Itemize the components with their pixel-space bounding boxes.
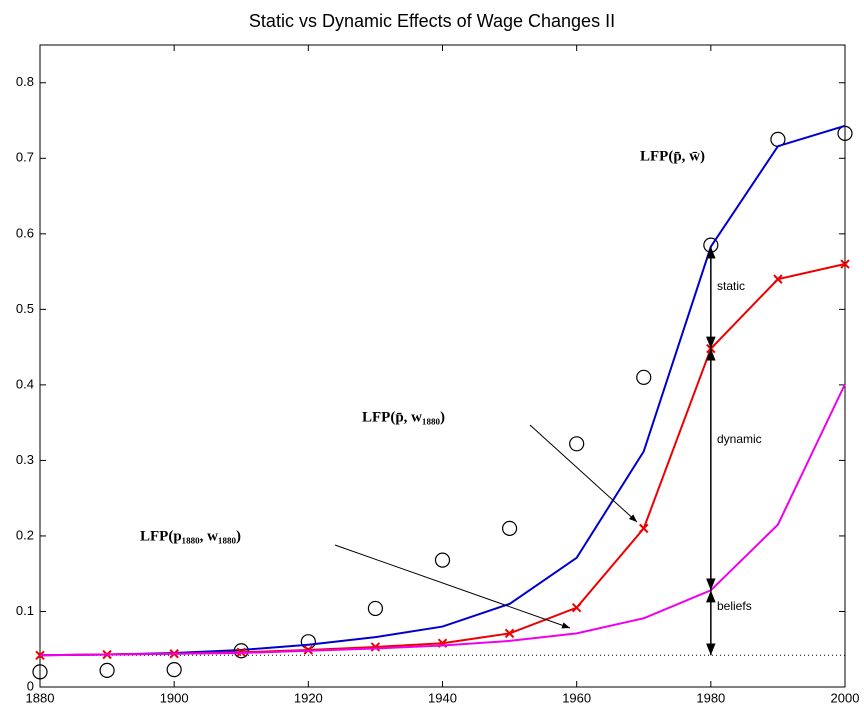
data-point <box>32 664 48 680</box>
y-tick-label: 0.1 <box>16 603 34 618</box>
x-tick-label: 1940 <box>428 690 457 704</box>
pointer-arrow <box>529 424 638 523</box>
data-point <box>434 552 451 568</box>
data-point <box>773 274 783 284</box>
x-tick-label: 1920 <box>294 690 323 704</box>
data-point <box>370 642 381 652</box>
x-tick-label: 1880 <box>26 690 55 704</box>
data-point <box>166 662 182 678</box>
pointer-arrow <box>334 544 571 629</box>
data-point <box>569 436 585 452</box>
data-point <box>639 523 649 534</box>
y-tick-label: 0.7 <box>16 150 34 165</box>
y-tick-label: 0.5 <box>16 301 34 316</box>
chart-title: Static vs Dynamic Effects of Wage Change… <box>249 11 615 31</box>
data-point <box>636 369 652 385</box>
annotation: LFP(p₁₈₈₀, w₁₈₈₀) <box>140 528 241 544</box>
annotation: dynamic <box>717 432 762 446</box>
data-point <box>840 259 850 269</box>
data-point <box>99 662 115 678</box>
x-tick-label: 1960 <box>562 690 591 704</box>
y-tick-label: 0.3 <box>16 452 34 467</box>
x-tick-label: 1900 <box>160 690 189 704</box>
data-point <box>571 602 582 613</box>
y-tick-label: 0.8 <box>16 74 34 89</box>
y-tick-label: 0.2 <box>16 527 34 542</box>
y-tick-label: 0 <box>27 678 34 693</box>
annotation: LFP(p̄, w₁₈₈₀) <box>362 409 445 425</box>
data-point <box>35 650 45 660</box>
data-point <box>367 600 384 617</box>
annotation: beliefs <box>717 599 752 613</box>
y-tick-label: 0.6 <box>16 225 34 240</box>
annotation: static <box>717 279 745 293</box>
annotation: LFP(p̄, w̄) <box>640 148 705 164</box>
data-point <box>501 520 518 536</box>
x-tick-label: 2000 <box>831 690 860 704</box>
x-tick-label: 1980 <box>696 690 725 704</box>
data-point <box>504 628 515 639</box>
y-tick-label: 0.4 <box>16 376 34 391</box>
